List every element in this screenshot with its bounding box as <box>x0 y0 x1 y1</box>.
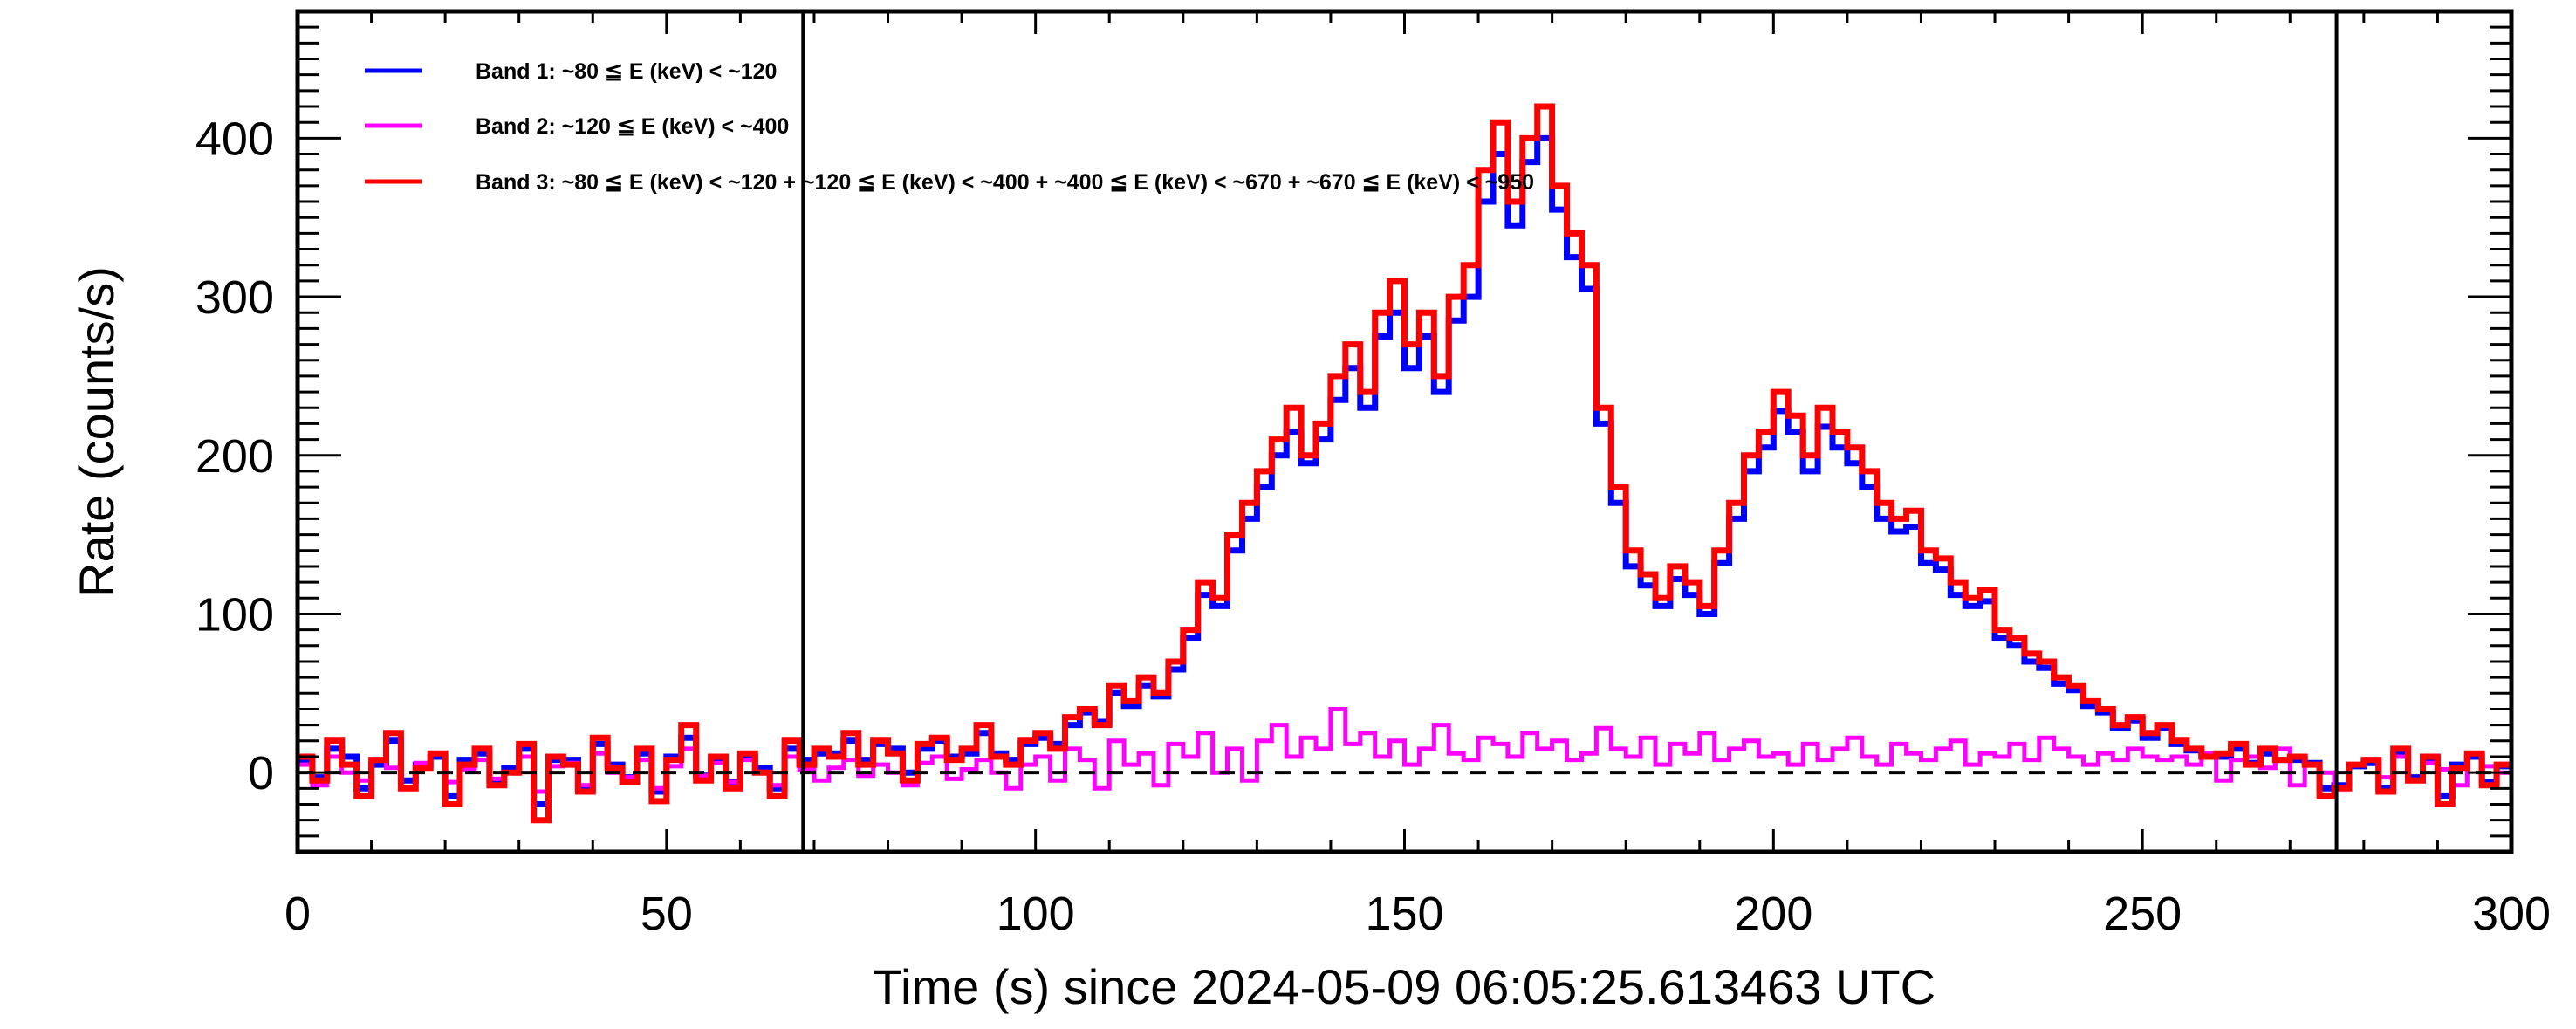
tick-labels: 0 50 100 150 200 250 300 0 100 200 300 400 <box>195 113 2551 940</box>
legend-label-band-2: Band 2: ~120 ≦ E (keV) < ~400 <box>476 114 789 139</box>
series-line-band-1 <box>298 134 2511 807</box>
x-tick-label: 150 <box>1365 888 1443 940</box>
y-tick-label: 400 <box>195 113 274 165</box>
y-axis-title: Rate (counts/s) <box>69 266 124 598</box>
y-tick-label: 300 <box>195 271 274 324</box>
y-tick-label: 0 <box>248 747 274 799</box>
vertical-markers <box>801 11 2339 852</box>
legend-label-band-1: Band 1: ~80 ≦ E (keV) < ~120 <box>476 59 777 84</box>
x-tick-label: 250 <box>2103 888 2182 940</box>
legend: Band 1: ~80 ≦ E (keV) < ~120 Band 2: ~120… <box>365 59 1534 195</box>
x-tick-label: 50 <box>641 888 693 940</box>
x-tick-label: 0 <box>284 888 311 940</box>
x-axis-title: Time (s) since 2024-05-09 06:05:25.61346… <box>873 959 1935 1014</box>
series-layer <box>298 103 2511 824</box>
y-tick-label: 200 <box>195 430 274 483</box>
legend-label-band-3: Band 3: ~80 ≦ E (keV) < ~120 + ~120 ≦ E … <box>476 170 1534 195</box>
plot-frame <box>295 9 2514 854</box>
x-tick-label: 300 <box>2472 888 2551 940</box>
y-tick-label: 100 <box>195 588 274 641</box>
x-tick-label: 200 <box>1734 888 1812 940</box>
x-tick-label: 100 <box>997 888 1075 940</box>
series-line-band-3 <box>298 103 2511 824</box>
